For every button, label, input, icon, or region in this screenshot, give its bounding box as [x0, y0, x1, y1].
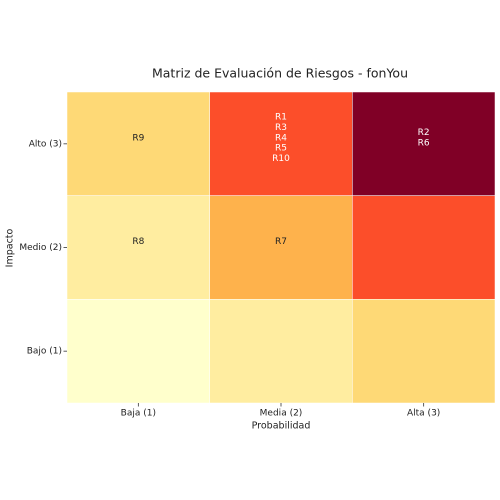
cell-label: R2	[418, 128, 430, 138]
cell-label: R6	[418, 138, 430, 148]
heatmap-cell	[66, 91, 210, 196]
y-axis-label: Impacto	[5, 228, 16, 267]
cell-label: R8	[132, 237, 144, 247]
x-tick-label: Alta (3)	[407, 409, 440, 419]
heatmap-cell	[352, 299, 496, 404]
cell-label: R3	[275, 123, 287, 133]
cell-label: R10	[272, 154, 290, 164]
heatmap-cell	[209, 91, 353, 196]
chart-title: Matriz de Evaluación de Riesgos - fonYou	[152, 66, 408, 81]
cell-label: R4	[275, 133, 287, 143]
heatmap-cell	[209, 195, 353, 300]
y-tick-label: Bajo (1)	[27, 347, 62, 357]
y-tick-label: Alto (3)	[29, 139, 62, 149]
cell-label: R1	[275, 113, 287, 123]
heatmap-cell	[352, 91, 496, 196]
cell-label: R9	[132, 133, 144, 143]
heatmap-cell	[209, 299, 353, 404]
cell-label: R7	[275, 237, 287, 247]
heatmap-cell	[66, 299, 210, 404]
x-tick-label: Media (2)	[260, 409, 303, 419]
x-tick-label: Baja (1)	[121, 409, 156, 419]
heatmap-cell	[352, 195, 496, 300]
cell-label: R5	[275, 144, 287, 154]
heatmap-cell	[66, 195, 210, 300]
x-axis-label: Probabilidad	[252, 421, 311, 432]
y-tick-label: Medio (2)	[19, 243, 62, 253]
